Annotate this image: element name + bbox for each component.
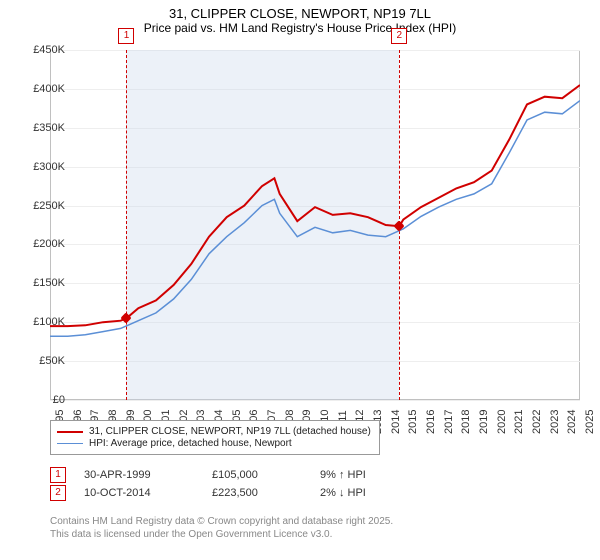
y-tick-label: £150K xyxy=(17,277,65,289)
y-tick-label: £450K xyxy=(17,44,65,56)
legend-item: 31, CLIPPER CLOSE, NEWPORT, NP19 7LL (de… xyxy=(57,426,373,437)
event-delta: 9% ↑ HPI xyxy=(320,469,366,481)
footer-line1: Contains HM Land Registry data © Crown c… xyxy=(50,515,393,528)
x-tick-label: 2014 xyxy=(390,410,402,434)
y-tick-label: £50K xyxy=(17,355,65,367)
x-tick-label: 2017 xyxy=(443,410,455,434)
event-row: 1 30-APR-1999 £105,000 9% ↑ HPI xyxy=(50,467,366,483)
y-tick-label: £200K xyxy=(17,238,65,250)
series-property xyxy=(50,85,580,326)
events-table: 1 30-APR-1999 £105,000 9% ↑ HPI 2 10-OCT… xyxy=(50,465,366,503)
y-tick-label: £350K xyxy=(17,122,65,134)
event-badge: 2 xyxy=(50,485,66,501)
event-badge: 1 xyxy=(50,467,66,483)
event-date: 10-OCT-2014 xyxy=(84,487,194,499)
title-block: 31, CLIPPER CLOSE, NEWPORT, NP19 7LL Pri… xyxy=(0,0,600,37)
footer: Contains HM Land Registry data © Crown c… xyxy=(50,515,393,541)
x-tick-label: 2018 xyxy=(460,410,472,434)
y-tick-label: £300K xyxy=(17,161,65,173)
event-row: 2 10-OCT-2014 £223,500 2% ↓ HPI xyxy=(50,485,366,501)
event-date: 30-APR-1999 xyxy=(84,469,194,481)
legend: 31, CLIPPER CLOSE, NEWPORT, NP19 7LL (de… xyxy=(50,420,380,455)
chart-area: 12 xyxy=(50,50,580,400)
legend-swatch xyxy=(57,431,83,433)
y-tick-label: £250K xyxy=(17,200,65,212)
y-tick-label: £0 xyxy=(17,394,65,406)
reference-label: 2 xyxy=(391,28,407,44)
legend-swatch xyxy=(57,443,83,445)
x-tick-label: 2021 xyxy=(513,410,525,434)
x-tick-label: 2015 xyxy=(407,410,419,434)
line-series-svg xyxy=(50,50,580,400)
x-tick-label: 2025 xyxy=(584,410,596,434)
legend-label: 31, CLIPPER CLOSE, NEWPORT, NP19 7LL (de… xyxy=(89,426,371,437)
x-tick-label: 2016 xyxy=(425,410,437,434)
chart-container: 31, CLIPPER CLOSE, NEWPORT, NP19 7LL Pri… xyxy=(0,0,600,560)
title-line2: Price paid vs. HM Land Registry's House … xyxy=(0,21,600,35)
legend-item: HPI: Average price, detached house, Newp… xyxy=(57,438,373,449)
title-line1: 31, CLIPPER CLOSE, NEWPORT, NP19 7LL xyxy=(0,6,600,21)
x-tick-label: 2022 xyxy=(531,410,543,434)
reference-label: 1 xyxy=(118,28,134,44)
x-tick-label: 2020 xyxy=(496,410,508,434)
series-hpi xyxy=(50,101,580,337)
x-tick-label: 2024 xyxy=(566,410,578,434)
event-price: £223,500 xyxy=(212,487,302,499)
x-tick-label: 2019 xyxy=(478,410,490,434)
legend-label: HPI: Average price, detached house, Newp… xyxy=(89,438,292,449)
y-tick-label: £400K xyxy=(17,83,65,95)
y-tick-label: £100K xyxy=(17,316,65,328)
footer-line2: This data is licensed under the Open Gov… xyxy=(50,528,393,541)
x-tick-label: 2023 xyxy=(549,410,561,434)
event-price: £105,000 xyxy=(212,469,302,481)
event-delta: 2% ↓ HPI xyxy=(320,487,366,499)
